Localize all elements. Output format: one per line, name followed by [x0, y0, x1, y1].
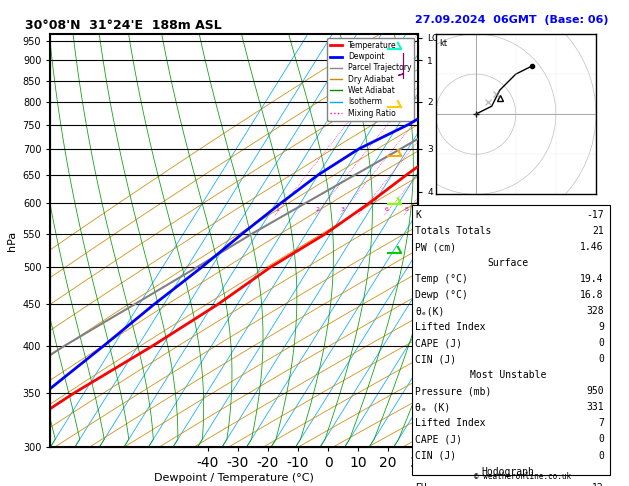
Text: 0: 0	[598, 338, 604, 348]
Text: Lifted Index: Lifted Index	[415, 418, 486, 429]
Text: Temp (°C): Temp (°C)	[415, 274, 468, 284]
Text: 328: 328	[586, 306, 604, 316]
Text: PW (cm): PW (cm)	[415, 242, 456, 252]
Text: Dewp (°C): Dewp (°C)	[415, 290, 468, 300]
Text: 20: 20	[467, 207, 475, 212]
Text: 331: 331	[586, 402, 604, 413]
Text: 30°08'N  31°24'E  188m ASL: 30°08'N 31°24'E 188m ASL	[25, 19, 222, 33]
Text: CIN (J): CIN (J)	[415, 354, 456, 364]
Text: CAPE (J): CAPE (J)	[415, 338, 462, 348]
Text: θₑ (K): θₑ (K)	[415, 402, 450, 413]
Text: -17: -17	[586, 210, 604, 220]
Text: 12: 12	[592, 483, 604, 486]
Text: 6: 6	[385, 207, 389, 212]
Text: 15: 15	[447, 207, 454, 212]
Text: kt: kt	[439, 39, 447, 48]
Text: 10: 10	[418, 207, 426, 212]
Legend: Temperature, Dewpoint, Parcel Trajectory, Dry Adiabat, Wet Adiabat, Isotherm, Mi: Temperature, Dewpoint, Parcel Trajectory…	[327, 38, 415, 121]
Text: 27.09.2024  06GMT  (Base: 06): 27.09.2024 06GMT (Base: 06)	[415, 15, 609, 25]
Text: 1.46: 1.46	[581, 242, 604, 252]
Text: 3: 3	[340, 207, 345, 212]
X-axis label: Dewpoint / Temperature (°C): Dewpoint / Temperature (°C)	[154, 473, 314, 483]
Text: 21: 21	[592, 226, 604, 236]
Text: 9: 9	[598, 322, 604, 332]
Text: Lifted Index: Lifted Index	[415, 322, 486, 332]
Text: K: K	[415, 210, 421, 220]
Text: 8: 8	[404, 207, 408, 212]
Text: CAPE (J): CAPE (J)	[415, 434, 462, 445]
Text: Most Unstable: Most Unstable	[470, 370, 546, 381]
Text: 950: 950	[586, 386, 604, 397]
Text: 4: 4	[359, 207, 363, 212]
Text: 1: 1	[276, 207, 279, 212]
Text: Hodograph: Hodograph	[481, 467, 535, 477]
Text: θₑ(K): θₑ(K)	[415, 306, 445, 316]
Text: 2: 2	[316, 207, 320, 212]
Y-axis label: hPa: hPa	[7, 230, 17, 251]
Text: 7: 7	[598, 418, 604, 429]
Text: 0: 0	[598, 434, 604, 445]
Text: 16.8: 16.8	[581, 290, 604, 300]
Text: EH: EH	[415, 483, 427, 486]
Text: Totals Totals: Totals Totals	[415, 226, 491, 236]
Text: 0: 0	[598, 451, 604, 461]
Text: 25: 25	[484, 207, 491, 212]
Text: CIN (J): CIN (J)	[415, 451, 456, 461]
Text: 19.4: 19.4	[581, 274, 604, 284]
Text: Pressure (mb): Pressure (mb)	[415, 386, 491, 397]
Text: Surface: Surface	[487, 258, 528, 268]
Text: © weatheronline.co.uk: © weatheronline.co.uk	[474, 472, 571, 481]
Text: 0: 0	[598, 354, 604, 364]
